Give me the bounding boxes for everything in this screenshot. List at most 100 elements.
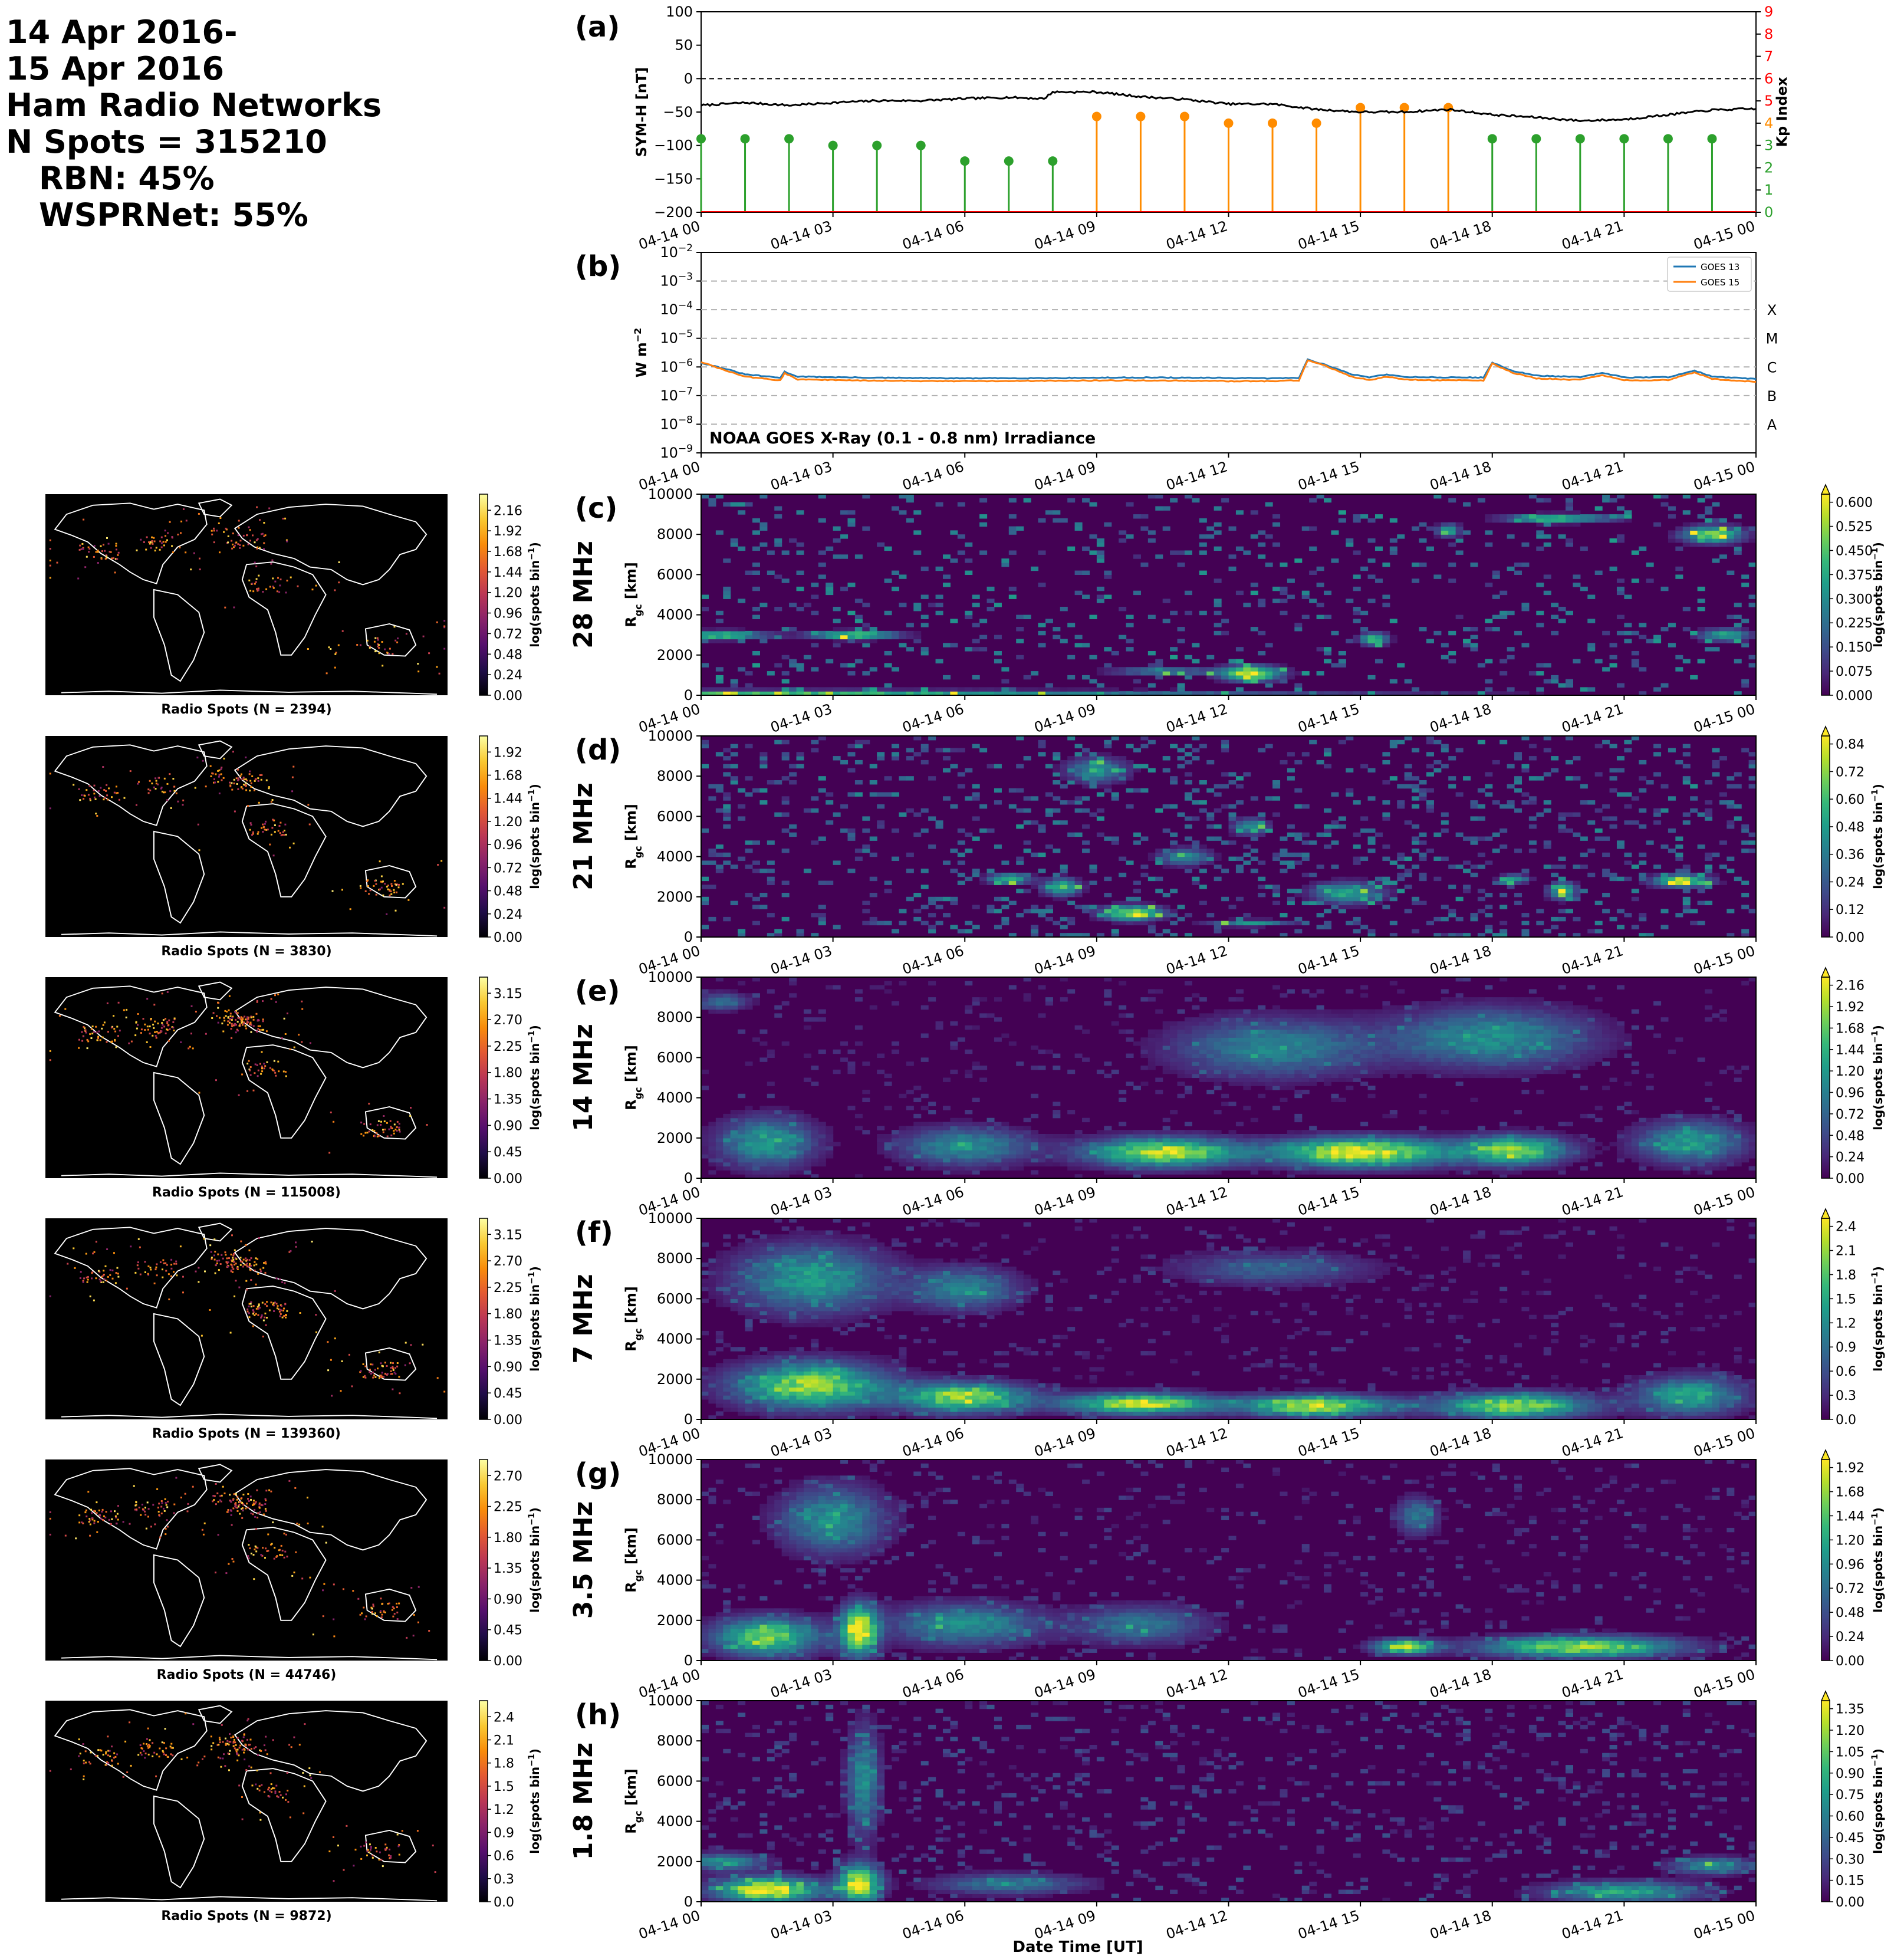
- panel-a-ylabel: SYM-H [nT]: [633, 67, 650, 157]
- map-caption: Radio Spots (N = 2394): [161, 702, 331, 717]
- heatmap-xtick-label: 04-14 15: [1296, 942, 1362, 978]
- map-colorbar: [479, 494, 488, 695]
- colorbar-tick-label: 0.525: [1836, 520, 1873, 535]
- heatmap-xtick-label: 04-15 00: [1692, 1666, 1757, 1701]
- kp-marker: [916, 141, 926, 150]
- panel-a-kp-tick-label: 8: [1764, 26, 1773, 42]
- map-colorbar-tick-label: 1.8: [494, 1757, 514, 1771]
- heatmap-xtick-label: 04-14 09: [1032, 1907, 1097, 1942]
- colorbar-tick-label: 0.96: [1836, 1086, 1864, 1101]
- map-colorbar-tick-label: 1.2: [494, 1803, 514, 1817]
- colorbar-tick-label: 0.90: [1836, 1767, 1864, 1781]
- colorbar-tick-label: 1.2: [1836, 1316, 1856, 1331]
- panel-a-ytick-label: 100: [666, 4, 693, 20]
- colorbar-tick-label: 0.9: [1836, 1340, 1856, 1355]
- panel-a-kp-tick-label: 0: [1764, 204, 1773, 221]
- heatmap-ytick-label: 6000: [657, 808, 693, 824]
- colorbar-tick-label: 1.68: [1836, 1485, 1864, 1500]
- panel-b-ytick-label: 10−7: [660, 386, 693, 404]
- heatmap-xtick-label: 04-14 21: [1560, 942, 1625, 978]
- map-colorbar-tick-label: 1.80: [494, 1307, 522, 1322]
- map-panel-4: Radio Spots (N = 44746)0.000.450.901.351…: [45, 1459, 542, 1682]
- heatmap-ytick-label: 10000: [648, 1692, 693, 1709]
- colorbar-tick-label: 0.15: [1836, 1874, 1864, 1889]
- panel-b-ytick-label: 10−4: [660, 300, 693, 318]
- colorbar-extend-arrow: [1821, 1691, 1830, 1701]
- colorbar-tick-label: 0.48: [1836, 1129, 1864, 1143]
- panel-b-xtick-label: 04-14 09: [1032, 458, 1097, 494]
- kp-marker: [1663, 134, 1673, 143]
- heatmap-ytick-label: 6000: [657, 566, 693, 583]
- map-colorbar-tick-label: 0.45: [494, 1145, 522, 1160]
- heatmap-ytick-label: 4000: [657, 1572, 693, 1589]
- heatmap-ytick-label: 4000: [657, 1090, 693, 1106]
- panel-a-kp-tick-label: 1: [1764, 182, 1773, 198]
- colorbar-tick-label: 1.44: [1836, 1509, 1864, 1524]
- colorbar-tick-label: 0.84: [1836, 738, 1864, 752]
- world-map-background: [45, 736, 448, 937]
- map-colorbar-tick-label: 2.25: [494, 1281, 522, 1296]
- heatmap-ytick-label: 0: [684, 929, 693, 945]
- heatmap-xtick-label: 04-14 06: [900, 1184, 966, 1219]
- heatmap-ytick-label: 8000: [657, 526, 693, 543]
- panel-a-kp-tick-label: 7: [1764, 48, 1773, 65]
- panel-a-kp-tick-label: 3: [1764, 137, 1773, 154]
- map-colorbar-tick-label: 0.45: [494, 1386, 522, 1401]
- panel-a-kp-tick-label: 9: [1764, 4, 1773, 20]
- colorbar-tick-label: 0.45: [1836, 1831, 1864, 1846]
- map-colorbar-tick-label: 0.6: [494, 1849, 514, 1864]
- map-colorbar-tick-label: 1.35: [494, 1561, 522, 1576]
- colorbar-tick-label: 0.48: [1836, 820, 1864, 835]
- map-colorbar-tick-label: 0.96: [494, 838, 522, 853]
- colorbar-label: log(spots bin−1): [1870, 542, 1885, 647]
- panel-b-ylabel: W m−2: [632, 328, 650, 377]
- colorbar-label: log(spots bin−1): [1870, 1748, 1885, 1853]
- colorbar-tick-label: 0.150: [1836, 640, 1873, 655]
- band-label: 3.5 MHz: [568, 1501, 599, 1619]
- kp-marker: [1619, 134, 1629, 143]
- map-colorbar: [479, 736, 488, 937]
- panel-b-xtick-label: 04-14 18: [1428, 458, 1493, 494]
- colorbar-tick-label: 0.00: [1836, 1654, 1864, 1669]
- panel-b-xtick-label: 04-14 03: [768, 458, 834, 494]
- map-colorbar-tick-label: 1.92: [494, 745, 522, 760]
- heatmap-xtick-label: 04-14 21: [1560, 1184, 1625, 1219]
- colorbar: [1821, 977, 1830, 1178]
- heatmap-ytick-label: 10000: [648, 969, 693, 985]
- heatmap-ytick-label: 2000: [657, 1371, 693, 1388]
- map-colorbar-label: log(spots bin−1): [527, 1266, 542, 1371]
- colorbar-tick-label: 0.075: [1836, 665, 1873, 679]
- map-colorbar-tick-label: 1.44: [494, 566, 522, 580]
- map-colorbar-tick-label: 2.70: [494, 1469, 522, 1484]
- heatmap-ytick-label: 10000: [648, 1210, 693, 1227]
- heatmap-ytick-label: 6000: [657, 1290, 693, 1307]
- band-label: 14 MHz: [568, 1024, 599, 1132]
- heatmap-ytick-label: 0: [684, 1411, 693, 1428]
- colorbar-tick-label: 1.35: [1836, 1702, 1864, 1717]
- heatmap-ytick-label: 0: [684, 1170, 693, 1186]
- map-colorbar-tick-label: 1.20: [494, 815, 522, 830]
- panel-b-letter: (b): [575, 250, 621, 283]
- heatmap-xtick-label: 04-14 06: [900, 1425, 966, 1460]
- panel-b-ytick-label: 10−6: [660, 357, 693, 375]
- map-panel-0: Radio Spots (N = 2394)0.000.240.480.720.…: [45, 494, 542, 717]
- heatmap-ylabel: Rgc [km]: [623, 1286, 644, 1352]
- colorbar-label: log(spots bin−1): [1870, 1266, 1885, 1371]
- colorbar-tick-label: 0.24: [1836, 875, 1864, 890]
- map-colorbar-label: log(spots bin−1): [527, 1507, 542, 1612]
- colorbar-tick-label: 0.30: [1836, 1852, 1864, 1867]
- colorbar-tick-label: 0.000: [1836, 689, 1873, 703]
- heatmap-ytick-label: 2000: [657, 1853, 693, 1870]
- panel-a-ytick-label: 50: [675, 37, 693, 54]
- colorbar-extend-arrow: [1821, 485, 1830, 494]
- map-caption: Radio Spots (N = 3830): [161, 944, 331, 959]
- colorbar-tick-label: 0.48: [1836, 1606, 1864, 1620]
- symh-line: [701, 91, 1756, 121]
- band-label: 28 MHz: [568, 541, 599, 649]
- world-map-background: [45, 494, 448, 695]
- heatmap-xtick-label: 04-14 06: [900, 942, 966, 978]
